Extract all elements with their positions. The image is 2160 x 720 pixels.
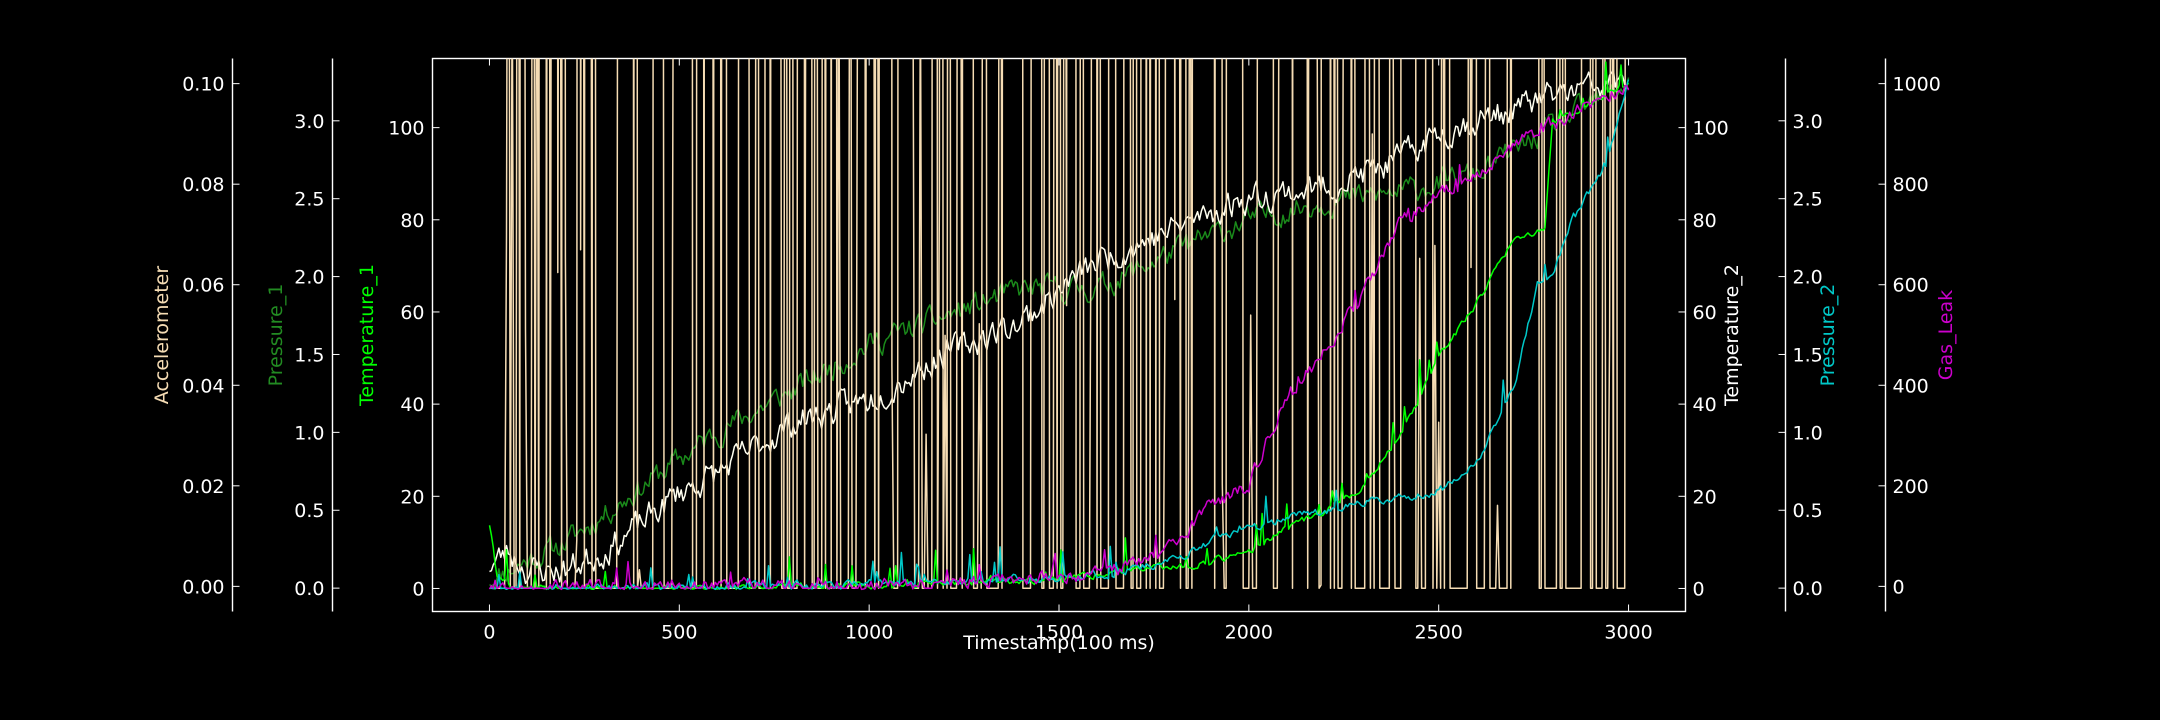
pressure_2-tick-label: 2.5 bbox=[1793, 189, 1823, 211]
temperature_1-tick-label: 20 bbox=[400, 486, 424, 508]
x-tick-label: 500 bbox=[661, 622, 697, 644]
gas_leak-tick-label: 400 bbox=[1893, 375, 1929, 397]
series-group bbox=[488, 58, 1630, 591]
temperature_1-axis-label: Temperature_1 bbox=[356, 264, 378, 407]
gas_leak-tick-label: 1000 bbox=[1893, 74, 1941, 96]
temperature_2-tick-label: 20 bbox=[1693, 486, 1717, 508]
x-tick-label: 1500 bbox=[1035, 622, 1083, 644]
series-line-2 bbox=[489, 58, 1626, 590]
accelerometer-tick-label: 0.06 bbox=[182, 275, 224, 297]
accelerometer-axis-label: Accelerometer bbox=[151, 266, 173, 405]
pressure_1-axis-label: Pressure_1 bbox=[265, 284, 287, 387]
x-tick-label: 2000 bbox=[1225, 622, 1273, 644]
accelerometer-tick-label: 0.08 bbox=[182, 174, 224, 196]
x-axis-label: Timestamp(100 ms) bbox=[962, 632, 1155, 654]
gas_leak-axis-label: Gas_Leak bbox=[1935, 290, 1957, 380]
pressure_1-tick-label: 3.0 bbox=[294, 111, 324, 133]
temperature_2-tick-label: 100 bbox=[1693, 118, 1729, 140]
temperature_2-axis-label: Temperature_2 bbox=[1721, 264, 1743, 407]
x-tick-label: 3000 bbox=[1604, 622, 1652, 644]
accelerometer-tick-label: 0.04 bbox=[182, 375, 224, 397]
x-tick-label: 2500 bbox=[1415, 622, 1463, 644]
pressure_2-tick-label: 0.0 bbox=[1793, 578, 1823, 600]
temperature_2-tick-label: 80 bbox=[1693, 210, 1717, 232]
accelerometer-tick-label: 0.02 bbox=[182, 476, 224, 498]
pressure_2-tick-label: 0.5 bbox=[1793, 500, 1823, 522]
pressure_1-tick-label: 2.0 bbox=[294, 267, 324, 289]
gas_leak-tick-label: 600 bbox=[1893, 275, 1929, 297]
pressure_2-tick-label: 2.0 bbox=[1793, 267, 1823, 289]
series-line-5 bbox=[488, 84, 1630, 591]
accelerometer-tick-label: 0.10 bbox=[182, 74, 224, 96]
temperature_1-tick-label: 0 bbox=[412, 578, 424, 600]
pressure_2-tick-label: 1.0 bbox=[1793, 422, 1823, 444]
temperature_1-tick-label: 80 bbox=[400, 210, 424, 232]
gas_leak-tick-label: 800 bbox=[1893, 174, 1929, 196]
pressure_1-tick-label: 2.5 bbox=[294, 189, 324, 211]
accelerometer-tick-label: 0.00 bbox=[182, 576, 224, 598]
temperature_1-tick-label: 60 bbox=[400, 302, 424, 324]
temperature_1-tick-label: 40 bbox=[400, 394, 424, 416]
pressure_2-tick-label: 3.0 bbox=[1793, 111, 1823, 133]
gas_leak-tick-label: 0 bbox=[1893, 576, 1905, 598]
pressure_1-tick-label: 1.0 bbox=[294, 422, 324, 444]
pressure_1-tick-label: 0.5 bbox=[294, 500, 324, 522]
x-tick-label: 0 bbox=[483, 622, 495, 644]
series-line-1 bbox=[489, 68, 1630, 585]
temperature_2-tick-label: 60 bbox=[1693, 302, 1717, 324]
temperature_2-tick-label: 0 bbox=[1693, 578, 1705, 600]
gas_leak-tick-label: 200 bbox=[1893, 476, 1929, 498]
pressure_2-tick-label: 1.5 bbox=[1793, 344, 1823, 366]
pressure_1-tick-label: 1.5 bbox=[294, 344, 324, 366]
temperature_1-tick-label: 100 bbox=[388, 118, 424, 140]
pressure_2-axis-label: Pressure_2 bbox=[1817, 284, 1839, 387]
temperature_2-tick-label: 40 bbox=[1693, 394, 1717, 416]
x-tick-label: 1000 bbox=[845, 622, 893, 644]
pressure_1-tick-label: 0.0 bbox=[294, 578, 324, 600]
